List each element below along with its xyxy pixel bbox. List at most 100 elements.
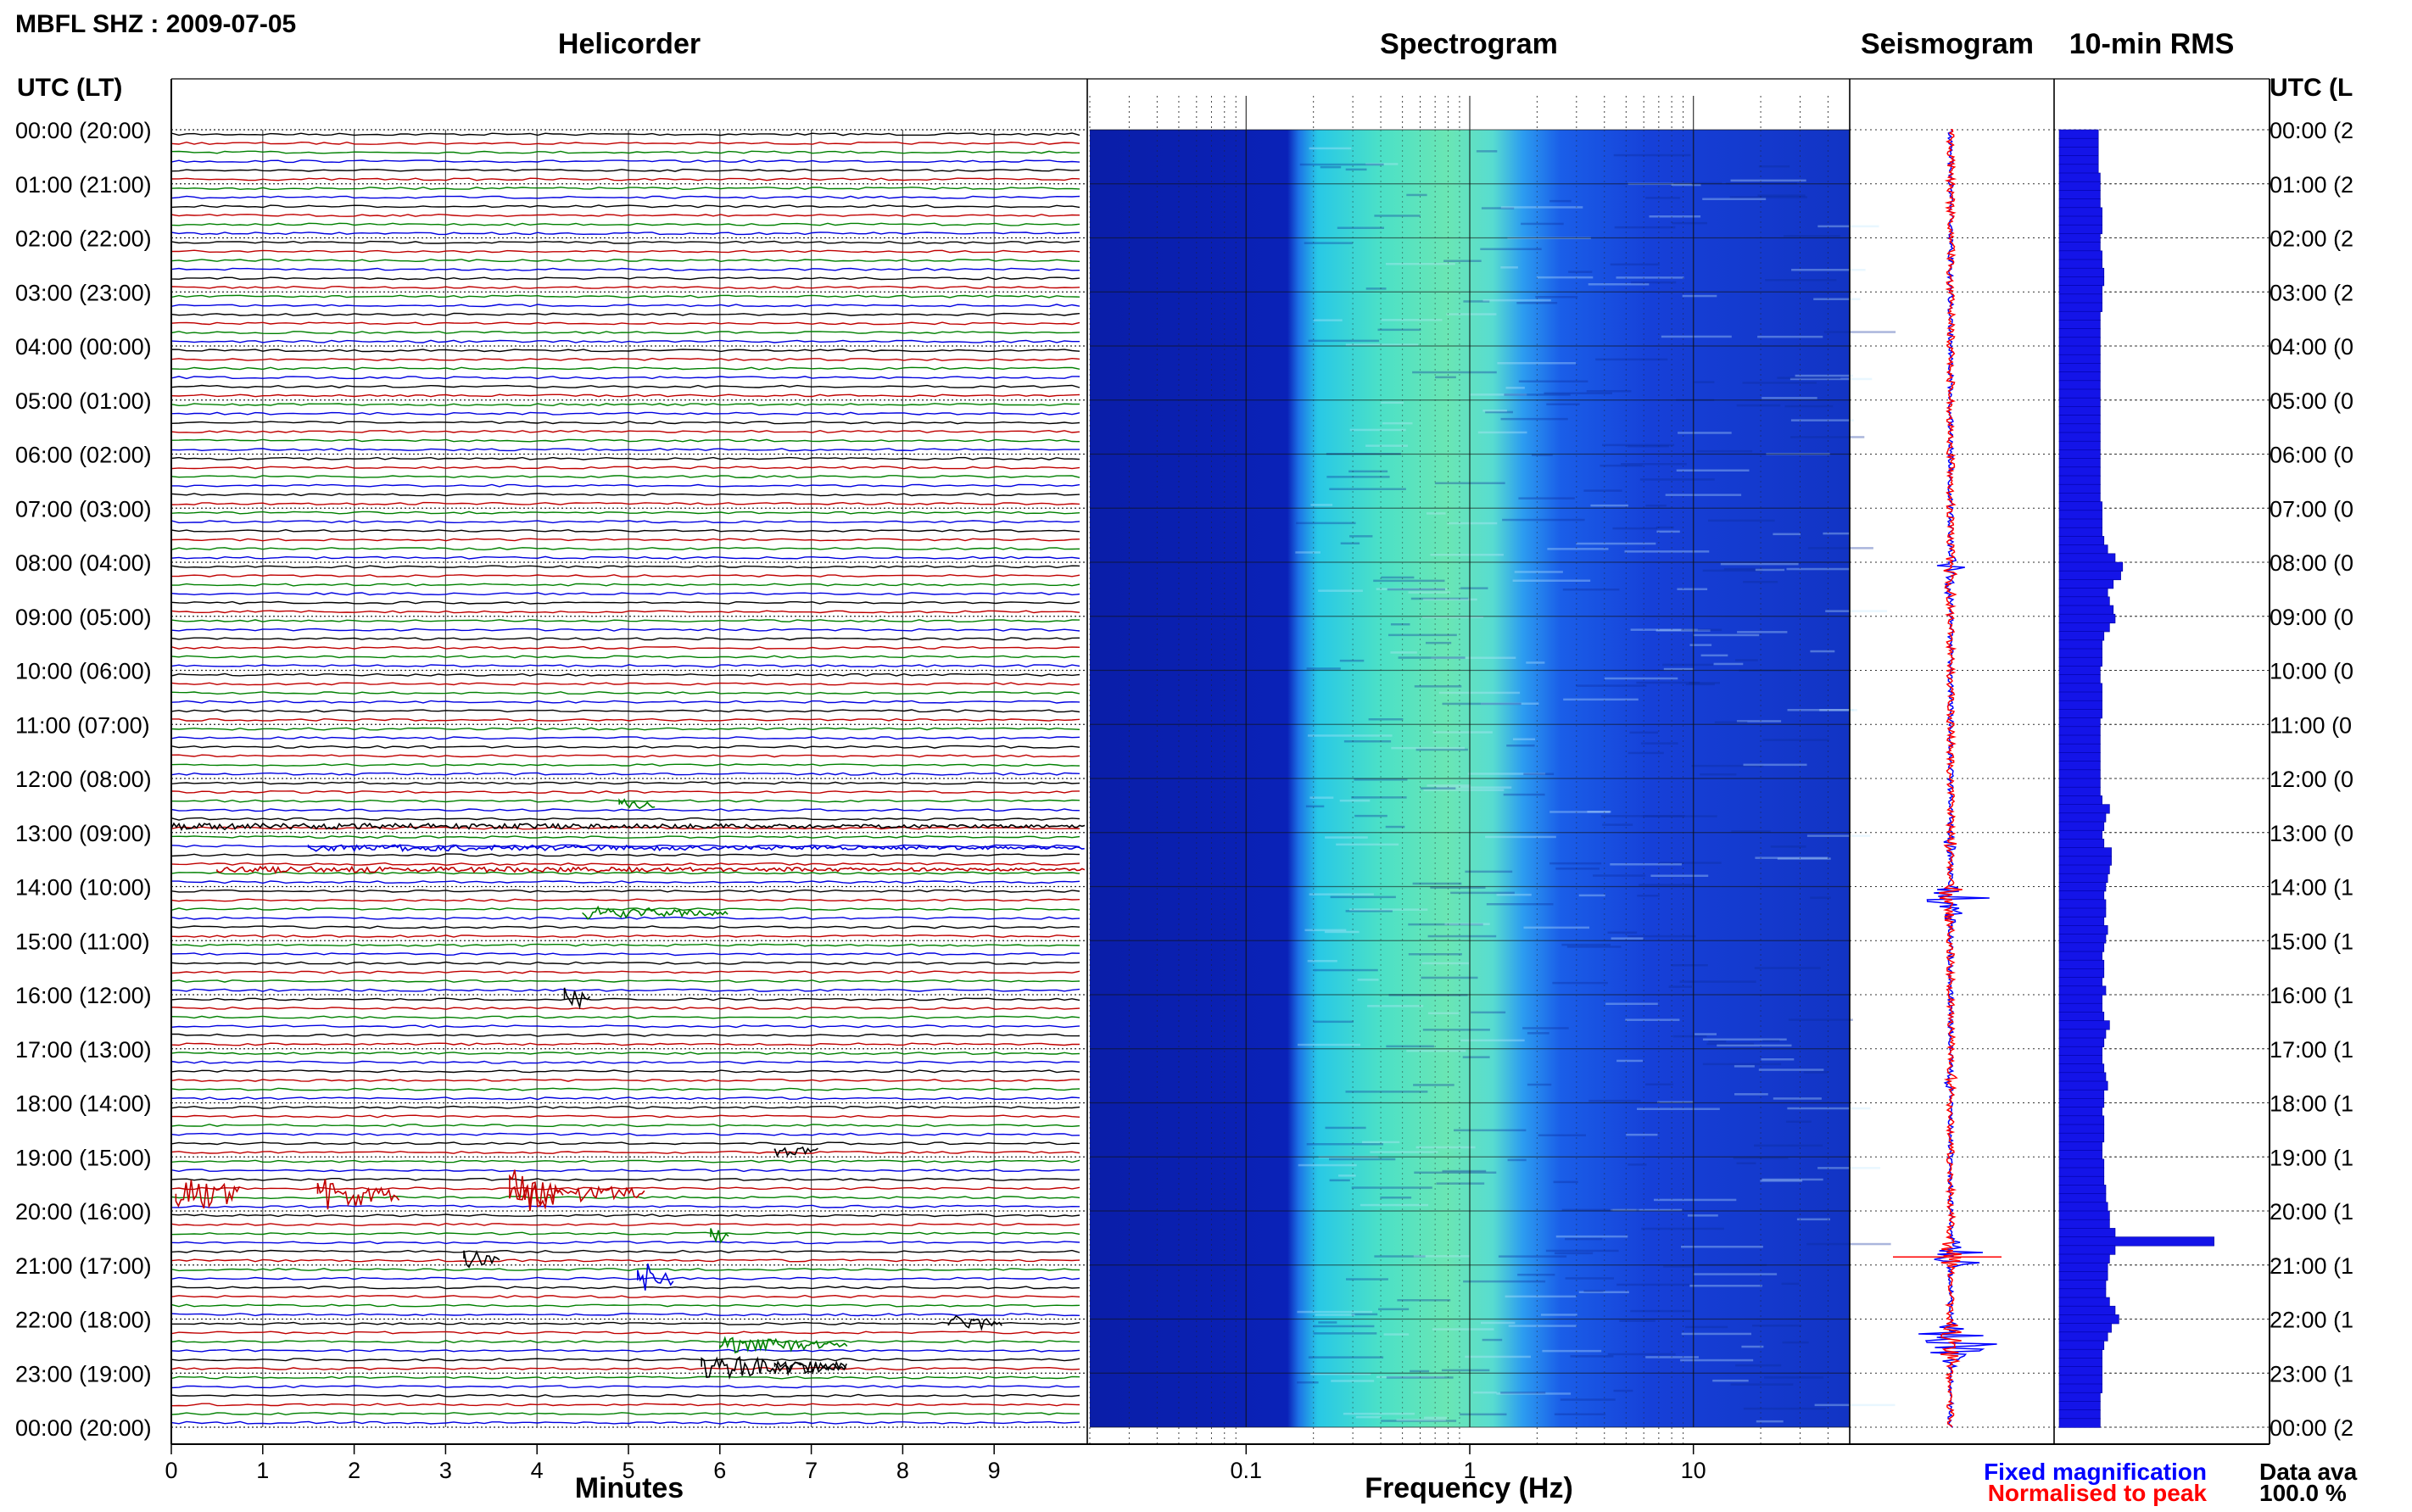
time-label-left: 14:00 (10:00) bbox=[15, 875, 152, 901]
spectrogram-streak bbox=[1381, 576, 1415, 579]
spectrogram-streak bbox=[1806, 1242, 1891, 1246]
spectrogram-streak bbox=[1555, 1235, 1628, 1238]
spectrogram-streak bbox=[1803, 1071, 1829, 1074]
spectrogram-streak bbox=[1607, 1353, 1676, 1356]
spectrogram-streak bbox=[1752, 1325, 1802, 1327]
spectrogram-streak bbox=[1325, 1126, 1366, 1130]
helicorder-trace bbox=[170, 466, 1080, 470]
helicorder-trace bbox=[170, 988, 1080, 992]
spectrogram-streak bbox=[1602, 444, 1675, 447]
helicorder-trace bbox=[170, 294, 1080, 298]
spectrogram-streak bbox=[1560, 1398, 1616, 1401]
spectrogram-streak bbox=[1681, 628, 1722, 631]
rms-bar bbox=[2058, 1375, 2102, 1385]
spectrogram-streak bbox=[1485, 835, 1556, 839]
helicorder-trace bbox=[170, 357, 1080, 361]
spectrogram-streak bbox=[1374, 215, 1421, 217]
spectrogram-streak bbox=[1586, 390, 1632, 393]
spectrogram-streak bbox=[1823, 532, 1851, 535]
rms-bar bbox=[2058, 821, 2105, 831]
helicorder-event-burst bbox=[637, 1263, 674, 1291]
spectrogram-streak bbox=[1471, 1011, 1506, 1014]
helicorder-trace bbox=[170, 1006, 1080, 1010]
rms-bar bbox=[2058, 1020, 2110, 1030]
rms-bar bbox=[2058, 656, 2102, 667]
spectrogram-streak bbox=[1498, 1255, 1567, 1258]
spectrogram-streak bbox=[1743, 581, 1778, 583]
spectrogram-streak bbox=[1406, 193, 1427, 197]
spectrogram-streak bbox=[1587, 811, 1611, 813]
rms-bar bbox=[2058, 1124, 2105, 1134]
spectrogram-streak bbox=[1497, 362, 1576, 365]
helicorder-trace bbox=[170, 898, 1080, 902]
rms-bar bbox=[2058, 328, 2101, 338]
spectrogram-streak bbox=[1663, 667, 1695, 671]
spectrogram-streak bbox=[1754, 967, 1821, 969]
spectrogram-streak bbox=[1544, 392, 1612, 394]
spectrogram-streak bbox=[1444, 923, 1490, 925]
time-label-left: 09:00 (05:00) bbox=[15, 605, 152, 630]
rms-bar bbox=[2058, 1348, 2102, 1359]
rms-bar bbox=[2058, 1297, 2110, 1307]
helicorder-event-burst bbox=[316, 1179, 400, 1210]
minutes-tick-label: 7 bbox=[805, 1458, 818, 1483]
helicorder-event-burst bbox=[773, 1360, 847, 1375]
time-label-right: 17:00 (1 bbox=[2270, 1037, 2353, 1063]
rms-bar bbox=[2058, 588, 2108, 598]
rms-panel bbox=[2054, 129, 2270, 1428]
spectrogram-streak bbox=[1505, 387, 1525, 389]
rms-bar bbox=[2058, 709, 2102, 719]
rms-bar bbox=[2058, 786, 2101, 797]
helicorder-trace bbox=[170, 159, 1080, 164]
spectrogram-streak bbox=[1500, 266, 1518, 269]
rms-bar bbox=[2058, 1098, 2105, 1108]
spectrogram-streak bbox=[1795, 374, 1853, 377]
time-labels-left: 00:00 (20:00) 01:00 (21:00) 02:00 (22:00) 0… bbox=[15, 118, 152, 1441]
spectrogram-streak bbox=[1679, 980, 1756, 983]
helicorder-trace bbox=[170, 331, 1080, 335]
spectrogram-streak bbox=[1676, 469, 1750, 471]
rms-bar bbox=[2058, 432, 2101, 442]
spectrogram-streak bbox=[1508, 1325, 1577, 1327]
helicorder-trace bbox=[170, 1321, 1080, 1325]
rms-bar bbox=[2058, 734, 2101, 745]
spectrogram-streak bbox=[1540, 1314, 1577, 1316]
helicorder-trace bbox=[170, 853, 1080, 857]
spectrogram-streak bbox=[1387, 588, 1445, 591]
spectrogram-streak bbox=[1588, 283, 1650, 286]
helicorder-trace bbox=[170, 979, 1080, 984]
helicorder-event-burst bbox=[701, 1356, 847, 1381]
spectrogram-streak bbox=[1621, 463, 1687, 466]
spectrogram-streak bbox=[1309, 893, 1374, 895]
spectrogram-streak bbox=[1313, 319, 1343, 321]
spectrogram-streak bbox=[1374, 1255, 1426, 1258]
helicorder-trace bbox=[170, 1078, 1080, 1082]
rms-bar bbox=[2058, 1219, 2110, 1230]
rms-bar bbox=[2058, 1314, 2119, 1325]
spectrogram-streak bbox=[1345, 168, 1367, 171]
spectrogram-streak bbox=[1339, 659, 1365, 662]
spectrogram-streak bbox=[1496, 1392, 1572, 1395]
spectrogram-streak bbox=[1671, 964, 1708, 967]
helicorder-trace bbox=[170, 547, 1080, 551]
helicorder-trace bbox=[170, 376, 1080, 380]
helicorder-trace bbox=[170, 781, 1080, 785]
spectrogram-streak bbox=[1521, 222, 1564, 226]
spectrogram-streak bbox=[1616, 1283, 1690, 1286]
spectrogram-streak bbox=[1610, 863, 1682, 866]
rms-bar bbox=[2058, 605, 2114, 615]
time-label-left: 22:00 (18:00) bbox=[15, 1308, 152, 1333]
spectrogram-streak bbox=[1762, 1040, 1780, 1042]
helicorder-trace bbox=[170, 1286, 1080, 1290]
helicorder-trace bbox=[170, 448, 1080, 452]
helicorder-trace bbox=[170, 429, 1080, 433]
spectrogram-streak bbox=[1420, 787, 1456, 789]
spectrogram-streak bbox=[1680, 1359, 1754, 1362]
rms-bar bbox=[2058, 302, 2102, 312]
spectrogram-streak bbox=[1413, 1255, 1471, 1258]
helicorder-event-burst bbox=[509, 1181, 645, 1208]
spectrogram-streak bbox=[1345, 910, 1393, 912]
helicorder-trace bbox=[170, 717, 1080, 722]
rms-bar bbox=[2058, 371, 2101, 382]
helicorder-trace bbox=[170, 610, 1080, 614]
